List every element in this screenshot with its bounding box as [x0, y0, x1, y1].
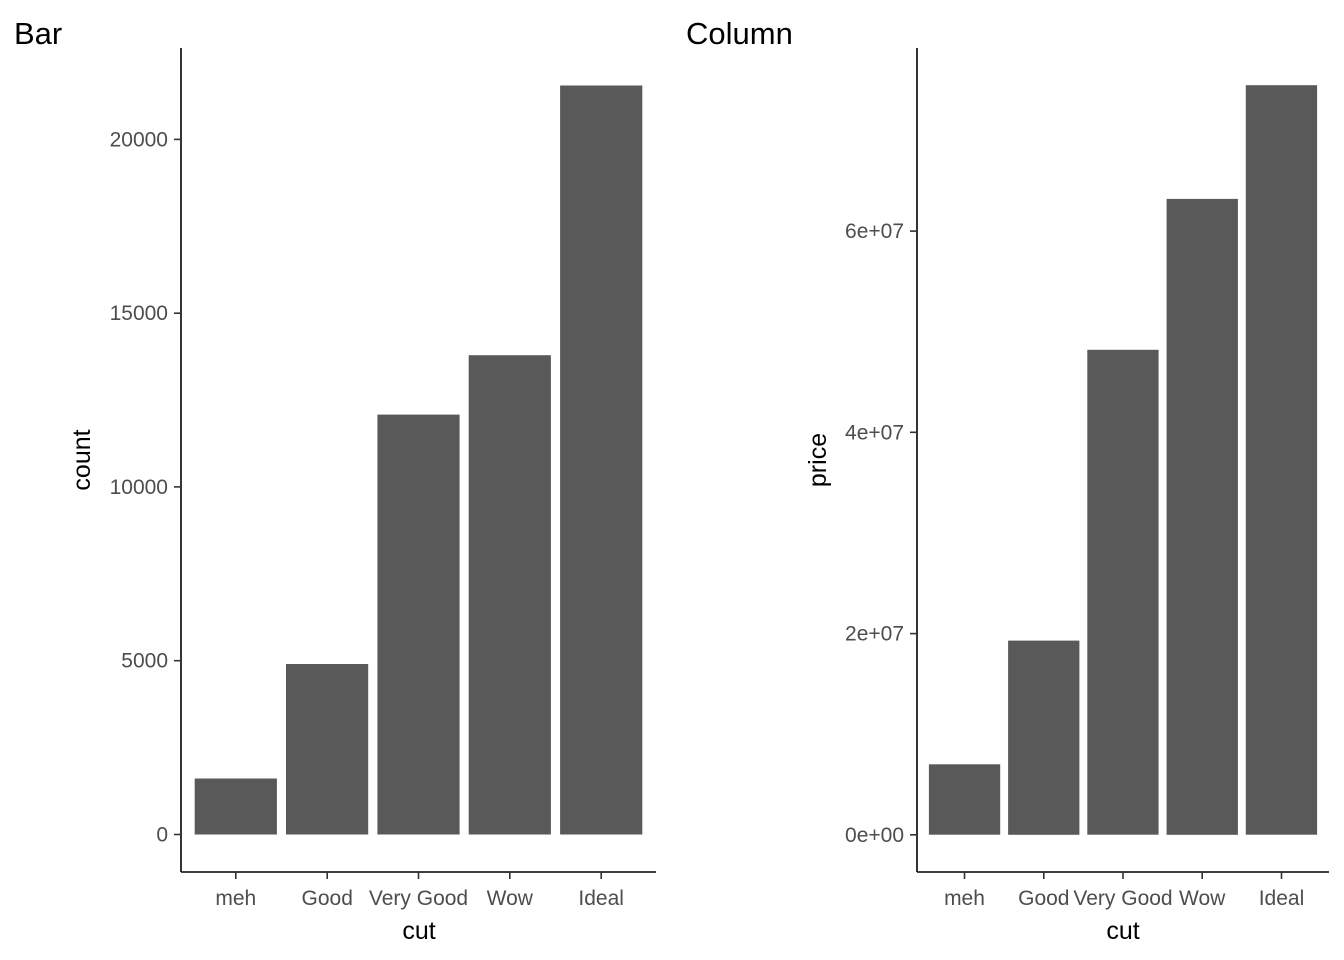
- chart-panel-column: Column 0e+00 2e+07 4e+07 6e+07 meh Good Very …: [686, 16, 1329, 945]
- bar-wow: [1166, 198, 1238, 835]
- chart-title: Bar: [14, 16, 62, 51]
- x-tick-label: Ideal: [1259, 887, 1305, 910]
- x-tick-label: Good: [1018, 887, 1069, 910]
- chart-title: Column: [686, 16, 793, 51]
- x-tick-label: Ideal: [578, 887, 624, 910]
- y-axis-ticks: 0 5000 10000 15000 20000: [110, 128, 181, 847]
- y-tick-label: 6e+07: [845, 220, 904, 243]
- y-tick-label: 10000: [110, 476, 168, 499]
- bar-very-good: [1087, 349, 1159, 835]
- bar-ideal: [560, 85, 643, 835]
- chart-panel-bar: Bar 0 5000 10000 15000 20000 meh Good Very Goo…: [14, 16, 656, 945]
- x-tick-label: meh: [215, 887, 256, 910]
- bar-good: [1008, 640, 1080, 835]
- y-tick-label: 0e+00: [845, 824, 904, 847]
- y-tick-label: 5000: [121, 650, 168, 673]
- x-axis-title: cut: [1106, 917, 1139, 945]
- y-tick-label: 20000: [110, 128, 168, 151]
- bar-wow: [468, 355, 551, 835]
- y-tick-label: 15000: [110, 302, 168, 325]
- bar-ideal: [1245, 85, 1318, 835]
- x-axis-ticks: meh Good Very Good Wow Ideal: [215, 872, 624, 910]
- x-tick-label: Very Good: [1073, 887, 1172, 910]
- y-tick-label: 2e+07: [845, 623, 904, 646]
- bar-meh: [928, 764, 1001, 835]
- bar-good: [286, 664, 369, 835]
- x-tick-label: Wow: [487, 887, 534, 910]
- plot-area: [928, 85, 1318, 835]
- y-tick-label: 0: [156, 824, 168, 847]
- x-tick-label: meh: [944, 887, 985, 910]
- x-tick-label: Very Good: [369, 887, 468, 910]
- y-axis-title: price: [804, 433, 832, 487]
- y-axis-ticks: 0e+00 2e+07 4e+07 6e+07: [845, 220, 917, 847]
- x-axis-title: cut: [402, 917, 435, 945]
- x-tick-label: Good: [302, 887, 353, 910]
- x-axis-ticks: meh Good Very Good Wow Ideal: [944, 872, 1304, 910]
- x-tick-label: Wow: [1179, 887, 1226, 910]
- bar-very-good: [377, 414, 460, 835]
- bar-meh: [194, 778, 277, 835]
- y-tick-label: 4e+07: [845, 421, 904, 444]
- y-axis-title: count: [68, 429, 96, 490]
- plot-area: [194, 85, 643, 835]
